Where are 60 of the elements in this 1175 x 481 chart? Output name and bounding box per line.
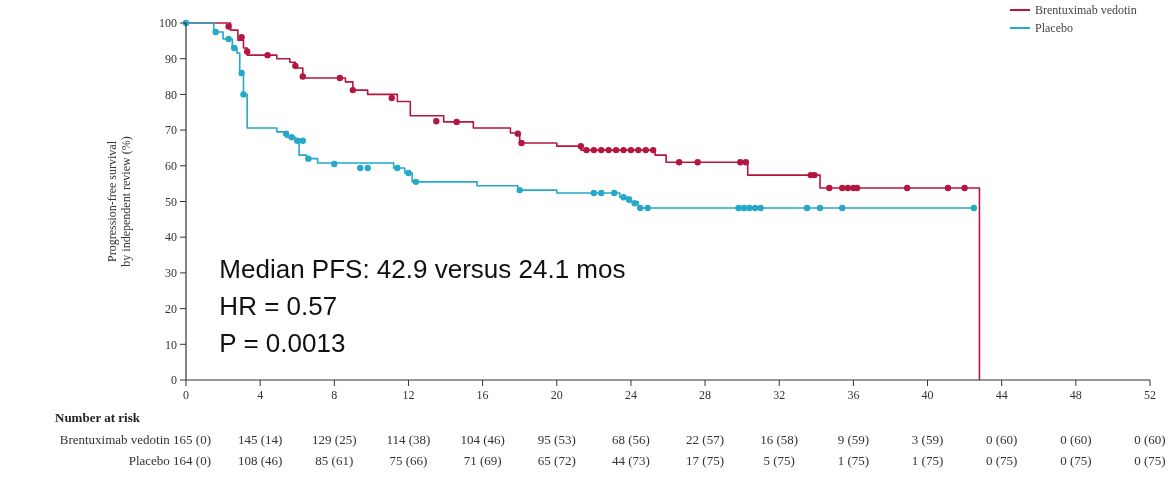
x-tick-label: 8 <box>331 388 338 402</box>
text: 44 (73) <box>611 453 650 468</box>
x-tick-label: 12 <box>402 388 415 402</box>
annotation: HR = 0.57 <box>219 291 338 322</box>
x-tick-label: 20 <box>550 388 563 402</box>
text: 16 (58) <box>760 432 799 447</box>
y-tick-label: 100 <box>159 16 177 31</box>
y-tick-label: 20 <box>165 301 177 316</box>
annotation: Median PFS: 42.9 versus 24.1 mos <box>219 254 626 285</box>
text: Brentuximab vedotin 165 (0) <box>59 432 211 447</box>
text: 0 (60) <box>1134 432 1166 447</box>
y-tick-label: 40 <box>165 230 177 245</box>
y-tick-label: 0 <box>171 373 177 388</box>
y-tick-label: 90 <box>165 51 177 66</box>
text: Number at risk <box>55 410 141 425</box>
y-tick-label: 60 <box>165 159 177 173</box>
x-tick-label: 24 <box>624 388 637 402</box>
text: 71 (69) <box>463 453 502 468</box>
text: 5 (75) <box>763 453 795 468</box>
text: 95 (53) <box>537 432 576 447</box>
text: 145 (14) <box>237 432 283 447</box>
x-tick-label: 16 <box>476 388 489 402</box>
y-axis-title: Progression-free survival by independent review (%) <box>105 136 133 267</box>
text: 114 (38) <box>386 432 431 447</box>
x-tick-label: 48 <box>1069 388 1082 402</box>
text: 0 (75) <box>1060 453 1092 468</box>
x-tick-label: 28 <box>699 388 712 402</box>
y-tick-label: 30 <box>165 266 177 281</box>
text: 1 (75) <box>837 453 870 468</box>
text: 0 (75) <box>985 453 1018 468</box>
text: 104 (46) <box>460 432 505 447</box>
text: 68 (56) <box>611 432 650 447</box>
x-tick-label: 4 <box>257 388 264 402</box>
text: 0 (75) <box>1134 453 1166 468</box>
x-tick-label: 36 <box>847 388 860 402</box>
text: Placebo 164 (0) <box>128 453 211 468</box>
text: 75 (66) <box>389 453 428 468</box>
text: 129 (25) <box>312 432 357 447</box>
y-tick-label: 70 <box>165 123 177 138</box>
x-tick-label: 44 <box>995 388 1008 402</box>
text: 0 (60) <box>1060 432 1092 447</box>
y-tick-label: 80 <box>165 87 177 102</box>
x-tick-label: 32 <box>773 388 786 402</box>
text: 22 (57) <box>686 432 725 447</box>
text: 17 (75) <box>686 453 725 468</box>
text: 85 (61) <box>315 453 354 468</box>
x-tick-label: 40 <box>921 388 934 402</box>
text: 0 (60) <box>985 432 1018 447</box>
y-tick-label: 10 <box>165 337 177 352</box>
x-tick-label: 0 <box>183 388 189 402</box>
legend-label: Brentuximab vedotin <box>1035 3 1137 18</box>
x-tick-label: 52 <box>1144 388 1156 402</box>
y-tick-label: 50 <box>165 194 177 209</box>
text: 9 (59) <box>837 432 870 447</box>
text: 108 (46) <box>237 453 283 468</box>
text: 3 (59) <box>911 432 944 447</box>
text: 65 (72) <box>537 453 576 468</box>
text: 1 (75) <box>911 453 944 468</box>
legend-label: Placebo <box>1035 21 1073 36</box>
annotation: P = 0.0013 <box>219 328 346 359</box>
